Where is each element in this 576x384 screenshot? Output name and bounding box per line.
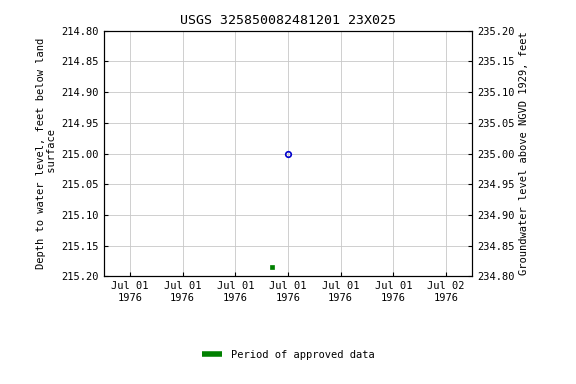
Y-axis label: Groundwater level above NGVD 1929, feet: Groundwater level above NGVD 1929, feet [519,32,529,275]
Legend: Period of approved data: Period of approved data [198,346,378,365]
Y-axis label: Depth to water level, feet below land
 surface: Depth to water level, feet below land su… [36,38,57,269]
Title: USGS 325850082481201 23X025: USGS 325850082481201 23X025 [180,14,396,27]
